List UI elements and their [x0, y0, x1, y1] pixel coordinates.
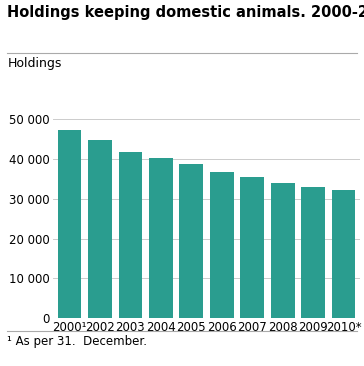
Bar	[332, 190, 356, 318]
Bar	[271, 183, 294, 318]
Text: ¹ As per 31.  December.: ¹ As per 31. December.	[7, 335, 147, 348]
Bar	[119, 152, 142, 318]
Bar	[210, 172, 234, 318]
Bar	[301, 187, 325, 318]
Bar	[88, 140, 112, 318]
Bar	[240, 177, 264, 318]
Text: Holdings: Holdings	[7, 57, 62, 70]
Bar	[179, 164, 203, 318]
Text: Holdings keeping domestic animals. 2000-2010*: Holdings keeping domestic animals. 2000-…	[7, 5, 364, 20]
Bar	[58, 130, 82, 318]
Bar	[149, 158, 173, 318]
